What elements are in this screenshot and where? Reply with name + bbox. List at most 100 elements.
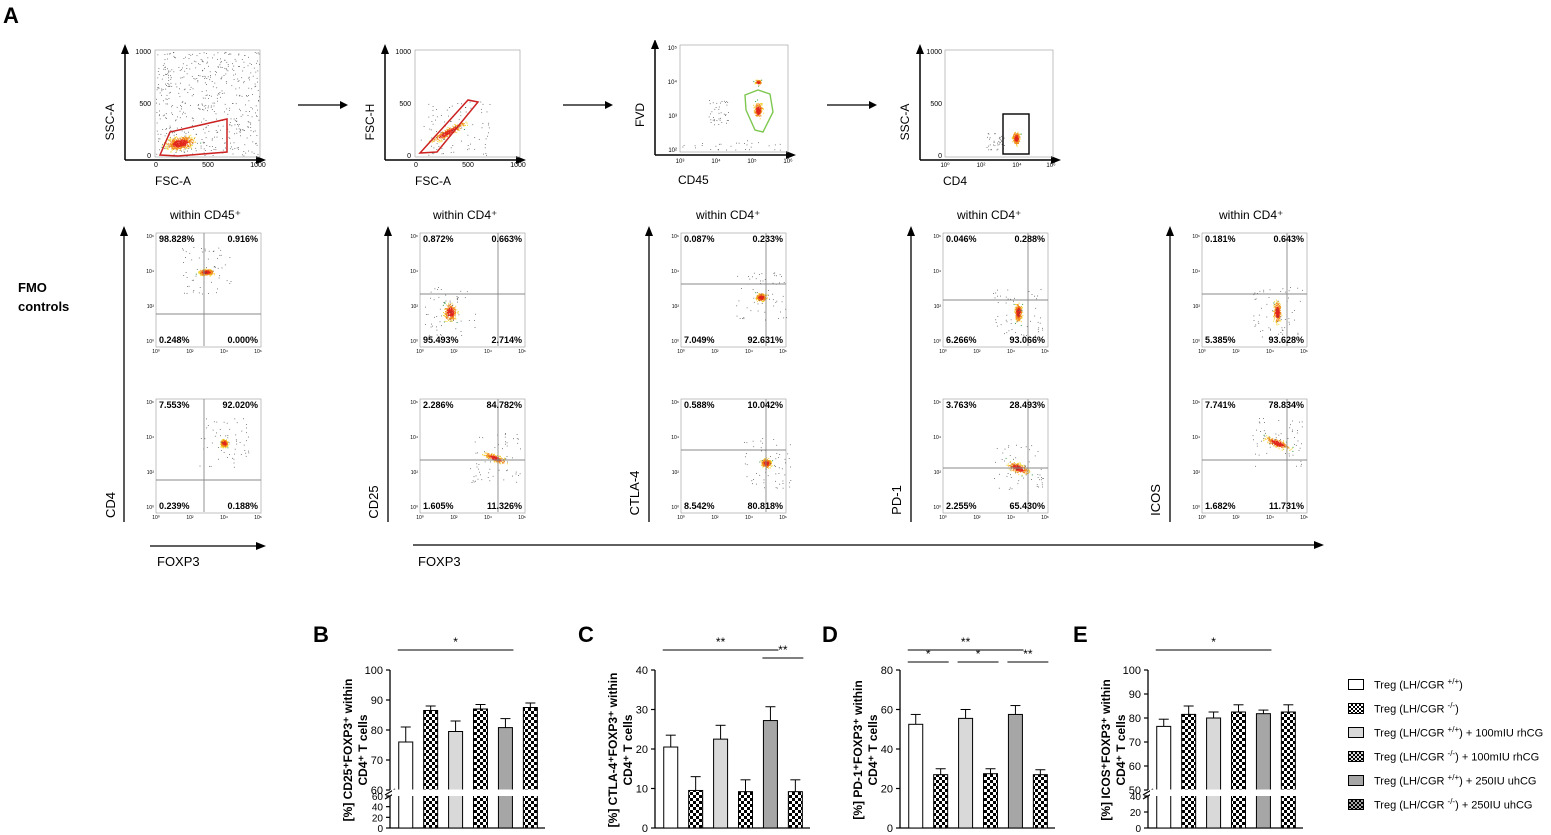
svg-text:10⁴: 10⁴ — [220, 349, 228, 355]
svg-text:10⁰: 10⁰ — [152, 515, 160, 521]
svg-text:10²: 10² — [450, 515, 458, 521]
legend-swatch — [1348, 774, 1364, 786]
within-label-1: within CD45⁺ — [170, 208, 242, 222]
bar — [1181, 713, 1197, 829]
quadrant-percent: 7.741% — [1205, 400, 1236, 410]
significance-label: * — [976, 647, 981, 661]
svg-text:10⁴: 10⁴ — [1012, 162, 1022, 169]
bar-chart-E: 50 60 70 80 90 100 40 20 0 * [%] ICOS⁺FOXP3⁺ withi… — [1099, 635, 1303, 835]
svg-text:10⁰: 10⁰ — [416, 349, 424, 355]
svg-text:CD4: CD4 — [943, 174, 967, 188]
y-tick: 90 — [371, 695, 383, 707]
gating-plot-1-svg: 1000 500 0 0 500 1000 SSC-A FSC-A — [103, 44, 266, 188]
label-ctla4: CTLA-4 — [627, 471, 642, 516]
quad-plot-5-fmo: 10⁶ 10⁴ 10² 10⁰ 10⁰ 10² 10⁴ 10⁶ 0.181% 0.643% 5.38… — [1188, 232, 1313, 365]
svg-text:500: 500 — [202, 162, 214, 169]
svg-text:10⁶: 10⁶ — [779, 349, 787, 355]
svg-text:10²: 10² — [977, 163, 986, 169]
y-label-2: CD4⁺ T cells — [356, 714, 370, 785]
y-tick: 40 — [881, 744, 893, 756]
bar — [448, 731, 464, 829]
svg-text:FSC-A: FSC-A — [415, 174, 451, 188]
svg-text:10⁶: 10⁶ — [410, 234, 418, 240]
y-tick: 20 — [636, 744, 648, 756]
quadrant-percent: 0.663% — [491, 234, 522, 244]
legend-swatch — [1348, 726, 1364, 738]
label-cd4: CD4 — [103, 492, 118, 518]
svg-text:10⁰: 10⁰ — [416, 515, 424, 521]
quadrant-percent: 0.233% — [752, 234, 783, 244]
fmo-label-line1: FMO — [18, 280, 47, 295]
svg-text:10⁰: 10⁰ — [933, 505, 941, 511]
significance-label: ** — [716, 635, 726, 649]
gating-plot-2: 1000 500 0 0 500 1000 FSC-H FSC-A — [360, 40, 540, 190]
quadrant-percent: 0.588% — [684, 400, 715, 410]
quadrant-percent: 65.430% — [1009, 501, 1045, 511]
bar — [522, 707, 538, 829]
quadrant-percent: 2.714% — [491, 335, 522, 345]
svg-text:10⁶: 10⁶ — [671, 400, 679, 406]
bar — [398, 741, 414, 829]
fmo-label-line2: controls — [18, 299, 70, 314]
svg-text:10⁰: 10⁰ — [410, 339, 418, 345]
y-tick-lower: 20 — [1130, 808, 1142, 819]
bar — [787, 791, 803, 829]
svg-text:10⁴: 10⁴ — [933, 269, 941, 275]
svg-text:FVD: FVD — [633, 103, 647, 127]
svg-text:10²: 10² — [934, 304, 942, 310]
legend-label: Treg (LH/CGR +/+) + 250IU uhCG — [1374, 772, 1537, 788]
svg-text:10⁶: 10⁶ — [518, 349, 526, 355]
quadrant-axes: CD4 CD25 CTLA-4 PD-1 ICOS FOXP3 FOXP3 — [103, 226, 1324, 569]
svg-text:10⁰: 10⁰ — [939, 349, 947, 355]
quadrant-percent: 5.385% — [1205, 335, 1236, 345]
legend-item: Treg (LH/CGR +/+) + 100mIU rhCG — [1348, 720, 1548, 744]
quadrant-percent: 0.248% — [159, 335, 190, 345]
legend-label: Treg (LH/CGR +/+) + 100mIU rhCG — [1374, 724, 1544, 740]
svg-text:10⁶: 10⁶ — [410, 400, 418, 406]
quad-plot-2-fmo: 10⁶ 10⁴ 10² 10⁰ 10⁰ 10² 10⁴ 10⁶ 0.872% 0.663% 95.4… — [406, 232, 531, 365]
quadrant-percent: 84.782% — [486, 400, 522, 410]
legend-swatch — [1348, 702, 1364, 714]
quad-plot-4-fmo: 10⁶ 10⁴ 10² 10⁰ 10⁰ 10² 10⁴ 10⁶ 0.046% 0.288% 6.26… — [929, 232, 1054, 365]
svg-text:500: 500 — [139, 101, 151, 108]
y-tick: 0 — [887, 823, 893, 835]
quadrant-percent: 0.188% — [227, 501, 258, 511]
y-tick-lower: 0 — [377, 824, 383, 835]
svg-text:10⁶: 10⁶ — [933, 234, 941, 240]
legend-label: Treg (LH/CGR -/-) + 100mIU rhCG — [1374, 748, 1540, 764]
bar — [1255, 713, 1271, 829]
panel-letter-b: B — [313, 622, 329, 647]
svg-text:10⁴: 10⁴ — [410, 435, 418, 441]
svg-text:10⁴: 10⁴ — [484, 349, 492, 355]
y-tick: 60 — [1129, 761, 1141, 773]
svg-text:10⁴: 10⁴ — [220, 515, 228, 521]
quadrant-percent: 7.553% — [159, 400, 190, 410]
svg-text:10³: 10³ — [676, 159, 685, 165]
y-tick: 20 — [881, 784, 893, 796]
svg-text:10⁴: 10⁴ — [711, 158, 721, 165]
legend-swatch — [1348, 750, 1364, 762]
quadrant-percent: 0.000% — [227, 335, 258, 345]
quadrant-percent: 7.049% — [684, 335, 715, 345]
quadrant-percent: 98.828% — [159, 234, 195, 244]
svg-text:0: 0 — [147, 153, 151, 160]
significance-label: ** — [961, 635, 971, 649]
label-pd1: PD-1 — [889, 485, 904, 515]
axis-col-3 — [645, 226, 653, 522]
within-label-5: within CD4⁺ — [1219, 208, 1284, 222]
within-label-3: within CD4⁺ — [696, 208, 761, 222]
svg-text:1000: 1000 — [250, 162, 266, 169]
svg-text:1000: 1000 — [395, 49, 411, 56]
quad-plot-1-fmo: 10⁶ 10⁴ 10² 10⁰ 10⁰ 10² 10⁴ 10⁶ 98.828% 0.916% 0.2… — [142, 232, 267, 365]
legend-label: Treg (LH/CGR +/+) — [1374, 676, 1463, 692]
gating-plot-4: 1000 500 0 10⁰ 10² 10⁴ 10⁶ SSC-A CD4 — [895, 40, 1075, 190]
gating-arrow-1 — [298, 97, 350, 115]
svg-text:10⁰: 10⁰ — [146, 339, 154, 345]
y-tick: 90 — [1129, 689, 1141, 701]
svg-text:10⁶: 10⁶ — [1041, 349, 1049, 355]
y-label-2: CD4⁺ T cells — [1114, 714, 1128, 785]
svg-text:10⁶: 10⁶ — [146, 400, 154, 406]
quadrant-percent: 78.834% — [1268, 400, 1304, 410]
quadrant-percent: 8.542% — [684, 501, 715, 511]
bar — [497, 727, 513, 829]
